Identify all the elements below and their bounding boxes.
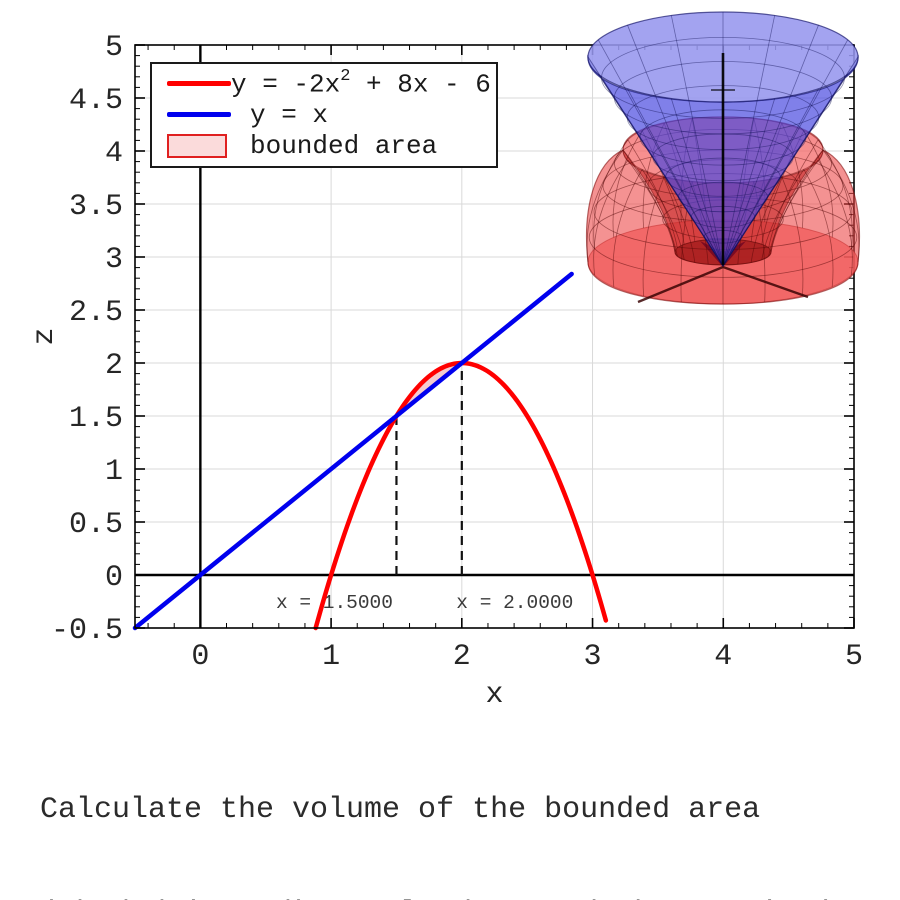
svg-text:x = 1.5000: x = 1.5000 — [276, 592, 393, 614]
parabola-eq-post: + 8x - 6 — [350, 69, 491, 100]
legend-item-bounded-area: bounded area — [162, 131, 486, 162]
bounded-area-swatch — [167, 134, 227, 159]
legend-item-line: y = x — [162, 99, 486, 130]
svg-text:1: 1 — [322, 640, 340, 674]
question-line: Calculate the volume of the bounded area — [40, 793, 761, 827]
svg-text:1: 1 — [105, 455, 123, 489]
svg-text:4.5: 4.5 — [69, 84, 123, 118]
svg-text:3: 3 — [584, 640, 602, 674]
blue-line-swatch — [167, 112, 231, 118]
patch-swatch-zone — [162, 134, 250, 159]
question-text: Calculate the volume of the bounded area… — [40, 724, 900, 900]
svg-text:-0.5: -0.5 — [51, 614, 123, 648]
svg-text:0.5: 0.5 — [69, 508, 123, 542]
svg-text:x = 2.0000: x = 2.0000 — [456, 592, 573, 614]
svg-text:x: x — [485, 678, 503, 710]
red-line-swatch — [167, 81, 231, 87]
svg-text:5: 5 — [845, 640, 863, 674]
svg-text:1.5: 1.5 — [69, 402, 123, 436]
legend: y = -2x2 + 8x - 6 y = x bounded area — [150, 62, 498, 168]
svg-text:2: 2 — [105, 349, 123, 383]
parabola-eq-pre: y = -2x — [231, 69, 341, 100]
svg-text:3.5: 3.5 — [69, 190, 123, 224]
svg-text:5: 5 — [105, 31, 123, 65]
svg-text:z: z — [28, 327, 62, 345]
svg-text:0: 0 — [105, 561, 123, 595]
legend-item-parabola: y = -2x2 + 8x - 6 — [162, 68, 491, 99]
svg-text:4: 4 — [714, 640, 732, 674]
line-swatch-zone — [162, 112, 250, 118]
revolution-3d-inset — [585, 11, 861, 305]
parabola-line-swatch — [162, 81, 231, 87]
svg-text:2: 2 — [453, 640, 471, 674]
question-line: (shaded in red) revolved around the z-ax… — [40, 897, 900, 900]
svg-text:0: 0 — [191, 640, 209, 674]
legend-label-bounded-area: bounded area — [250, 131, 438, 162]
legend-label-parabola: y = -2x2 + 8x - 6 — [231, 66, 491, 100]
legend-label-line: y = x — [250, 99, 329, 130]
y-axis-3d — [722, 265, 809, 299]
svg-text:4: 4 — [105, 137, 123, 171]
svg-text:3: 3 — [105, 243, 123, 277]
parabola-eq-sup: 2 — [340, 66, 351, 86]
svg-text:2.5: 2.5 — [69, 296, 123, 330]
x-axis-3d — [637, 265, 724, 304]
